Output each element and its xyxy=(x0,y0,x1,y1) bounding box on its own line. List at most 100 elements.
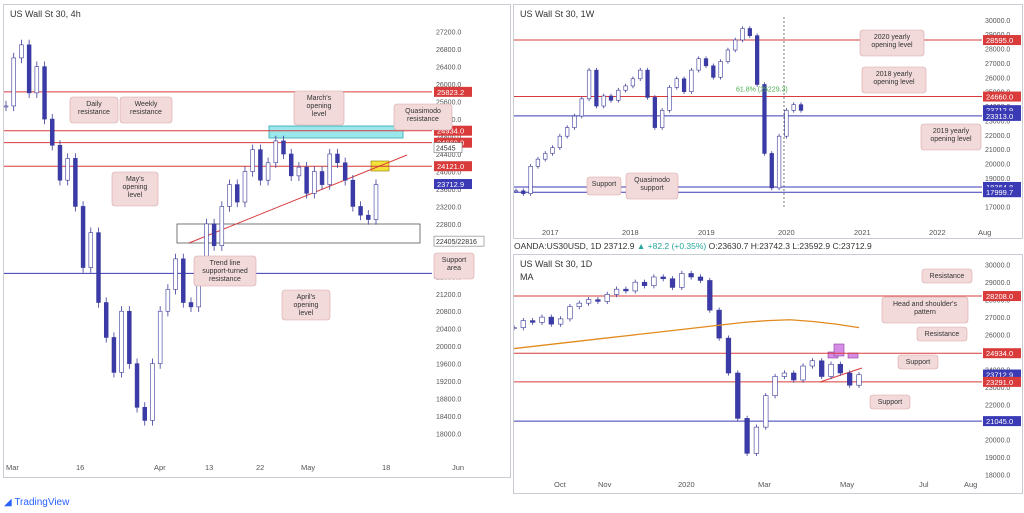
x-tick-label: Aug xyxy=(964,480,977,489)
chart-weekly-canvas[interactable]: 30000.029000.028000.027000.026000.025000… xyxy=(514,5,1022,238)
candle-body xyxy=(258,149,263,181)
chart-panel-4h[interactable]: 27200.026800.026400.026000.025600.025200… xyxy=(3,4,511,478)
annotation-box xyxy=(861,66,927,94)
annotation-callout: Resistance xyxy=(916,326,968,342)
level-tag-bg xyxy=(983,348,1021,359)
x-tick-label: 2021 xyxy=(854,228,871,237)
chart-panel-weekly[interactable]: 30000.029000.028000.027000.026000.025000… xyxy=(513,4,1023,239)
candle-body xyxy=(798,104,804,111)
x-tick-label: Aug xyxy=(978,228,991,237)
candle-body xyxy=(528,166,533,194)
annotation-text: Resistance xyxy=(925,331,960,338)
chart-panel-daily[interactable]: 30000.029000.028000.027000.026000.025000… xyxy=(513,254,1023,494)
price-series xyxy=(514,26,804,196)
level-tag: 24660.0 xyxy=(983,91,1021,102)
candle-body xyxy=(595,299,601,302)
candle-body xyxy=(358,206,363,216)
level-tag-bg xyxy=(983,110,1021,121)
candle-body xyxy=(837,363,843,374)
y-tick-label: 26400.0 xyxy=(436,65,461,72)
candle-body xyxy=(716,309,722,339)
level-tag-label: 21045.0 xyxy=(986,417,1013,426)
candle-body xyxy=(669,278,676,288)
annotation-text: Support xyxy=(442,257,467,264)
level-tag-label: 28595.0 xyxy=(986,36,1013,45)
level-tag: 24934.0 xyxy=(434,125,472,136)
y-tick-label: 30000.0 xyxy=(985,263,1010,270)
candle-body xyxy=(791,104,796,111)
x-tick-label: Nov xyxy=(598,480,612,489)
price-tags: 28595.024660.023712.923313.018364.817999… xyxy=(736,35,1021,198)
level-tag: 25823.2 xyxy=(434,86,472,97)
candle-body xyxy=(127,310,132,364)
y-tick-label: 29000.0 xyxy=(985,280,1010,287)
y-tick-label: 23000.0 xyxy=(985,385,1010,392)
ohlc-close: C:23712.9 xyxy=(832,241,872,251)
candle-body xyxy=(707,280,713,311)
candle-body xyxy=(157,310,163,364)
candle-body xyxy=(96,232,101,303)
y-tick-label: 28000.0 xyxy=(985,47,1010,54)
level-tag: 24934.0 xyxy=(983,348,1021,359)
candle-body xyxy=(111,337,117,373)
candle-body xyxy=(88,232,94,268)
annotation-box xyxy=(586,176,622,196)
candle-body xyxy=(623,85,628,91)
y-tick-label: 21200.0 xyxy=(436,292,461,299)
candle-body xyxy=(80,206,86,268)
x-tick-label: 22 xyxy=(256,463,264,472)
level-tag-label: 24934.0 xyxy=(437,127,464,136)
level-tag-bg xyxy=(983,91,1021,102)
candle-body xyxy=(601,95,606,107)
candle-body xyxy=(769,153,774,189)
level-tag-label: 24121.0 xyxy=(437,162,464,171)
y-tick-label: 22000.0 xyxy=(985,402,1010,409)
annotation-text: Daily xyxy=(86,101,102,108)
candle-body xyxy=(784,110,789,137)
candle-body xyxy=(645,69,650,98)
candle-body xyxy=(304,166,309,194)
level-tag-label: 23712.9 xyxy=(986,371,1013,380)
annotation-text: Head and shoulder's xyxy=(893,301,957,308)
y-tick-label: 19000.0 xyxy=(985,455,1010,462)
y-tick-label: 30000.0 xyxy=(985,18,1010,25)
y-tick-label: 20800.0 xyxy=(436,309,461,316)
candle-body xyxy=(296,166,302,177)
annotation-text: opening xyxy=(294,302,319,309)
y-tick-label: 19200.0 xyxy=(436,379,461,386)
pink-box-head xyxy=(833,343,845,357)
y-tick-label: 23000.0 xyxy=(985,118,1010,125)
annotation-callout: Support xyxy=(586,176,622,196)
y-tick-label: 20000.0 xyxy=(985,161,1010,168)
candle-body xyxy=(319,171,325,185)
pink-box-right-shoulder xyxy=(847,352,859,359)
ohlc-high: H:23742.3 xyxy=(750,241,790,251)
y-tick-label: 18000.0 xyxy=(436,432,461,439)
chart-4h-canvas[interactable]: 27200.026800.026400.026000.025600.025200… xyxy=(4,5,510,477)
candle-body xyxy=(800,365,806,381)
tradingview-logo[interactable]: ◢ TradingView xyxy=(4,497,69,508)
candle-body xyxy=(520,320,526,328)
candle-body xyxy=(366,214,371,220)
candle-body xyxy=(50,118,55,146)
y-tick-label: 27000.0 xyxy=(985,61,1010,68)
candle-body xyxy=(4,105,9,108)
neckline xyxy=(819,367,863,383)
y-tick-label: 18000.0 xyxy=(985,472,1010,479)
chart-daily-title: US Wall St 30, 1D xyxy=(520,259,593,269)
y-tick-label: 20000.0 xyxy=(436,344,461,351)
y-tick-label: 26000.0 xyxy=(436,82,461,89)
candle-body xyxy=(791,372,797,381)
candle-body xyxy=(119,310,124,373)
candle-body xyxy=(585,299,592,304)
candle-body xyxy=(718,61,723,78)
level-tag: 28208.0 xyxy=(983,291,1021,302)
candle-body xyxy=(763,395,769,428)
chart-daily-canvas[interactable]: 30000.029000.028000.027000.026000.025000… xyxy=(514,255,1022,493)
candle-body xyxy=(776,135,782,189)
